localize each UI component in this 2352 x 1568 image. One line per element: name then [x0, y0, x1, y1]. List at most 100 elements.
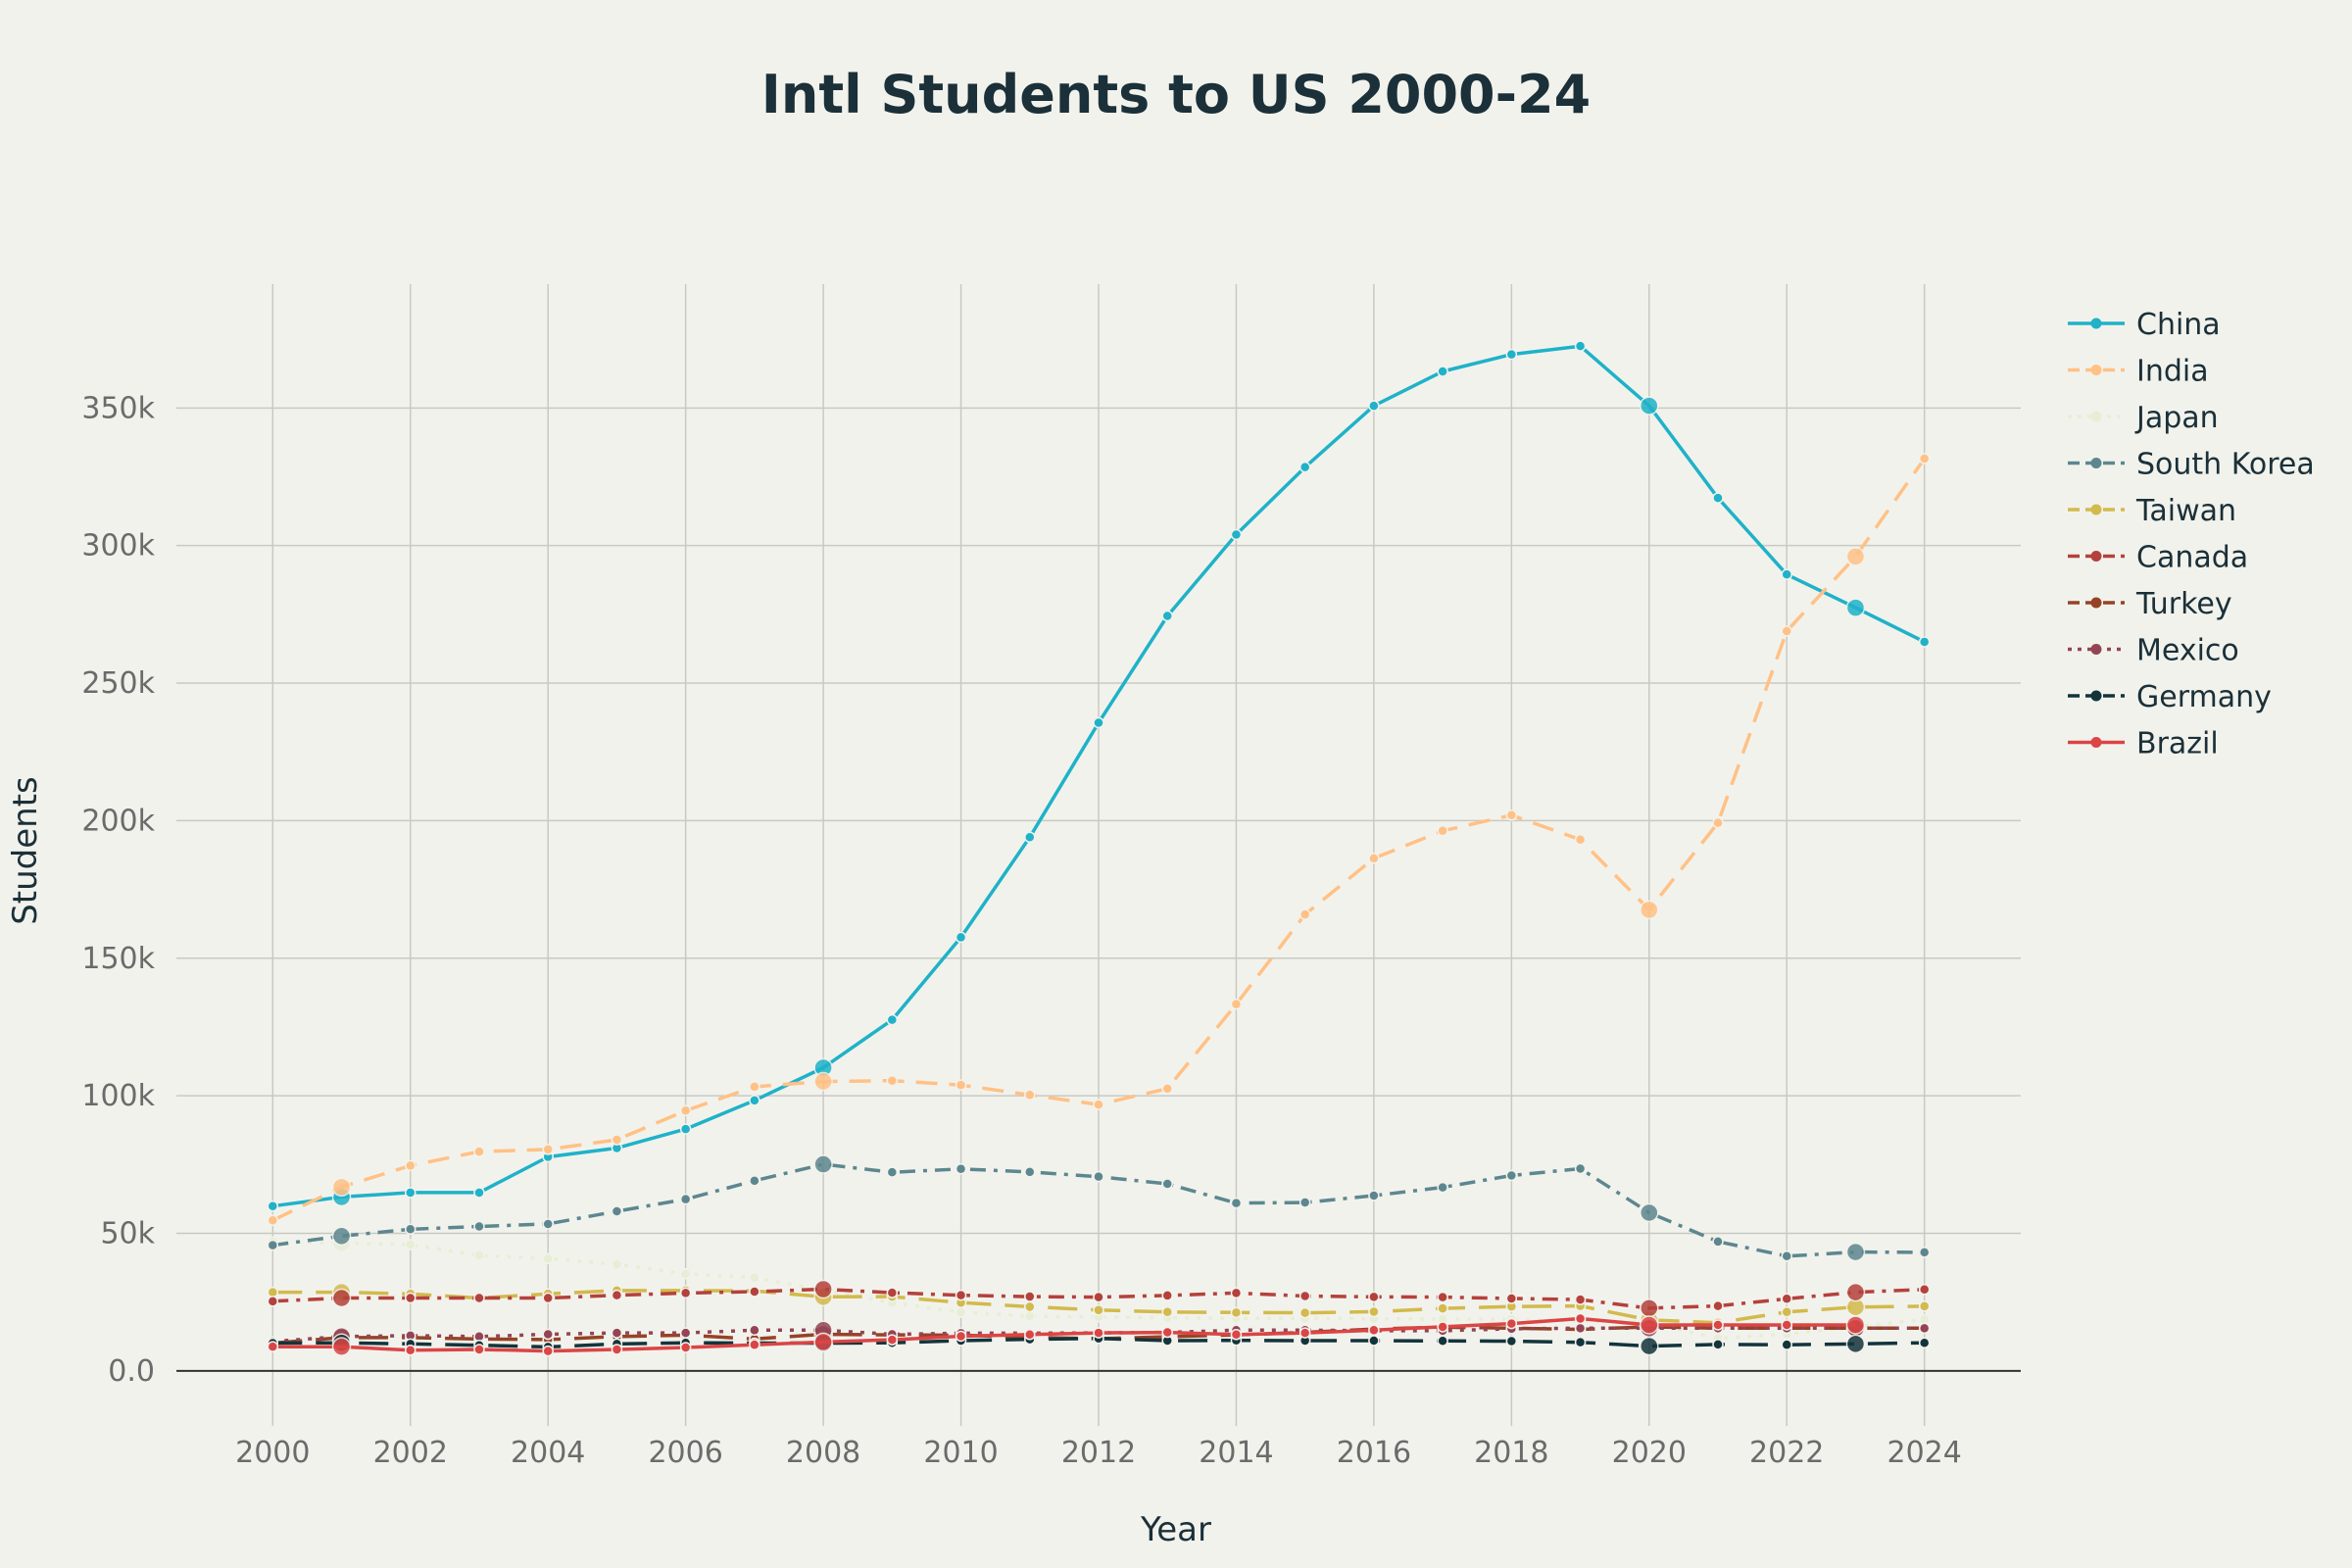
data-point-mexico-2004[interactable] [542, 1328, 554, 1341]
data-point-brazil-2010[interactable] [955, 1330, 967, 1343]
data-point-india-2018[interactable] [1505, 809, 1518, 821]
data-point-canada-2010[interactable] [955, 1289, 967, 1301]
data-point-india-2011[interactable] [1024, 1089, 1036, 1102]
data-point-canada-2003[interactable] [473, 1292, 485, 1304]
data-point-south-korea-2005[interactable] [611, 1205, 623, 1217]
data-point-china-2018[interactable] [1505, 348, 1518, 361]
data-point-brazil-2018[interactable] [1505, 1317, 1518, 1330]
data-point-india-2010[interactable] [955, 1079, 967, 1091]
data-point-canada-2024[interactable] [1918, 1284, 1931, 1296]
data-point-china-2015[interactable] [1298, 461, 1311, 473]
data-point-brazil-2001[interactable] [331, 1337, 352, 1356]
data-point-india-2021[interactable] [1712, 816, 1724, 829]
data-point-brazil-2012[interactable] [1093, 1327, 1104, 1339]
data-point-china-2002[interactable] [405, 1187, 416, 1199]
data-point-india-2003[interactable] [473, 1146, 485, 1157]
data-point-china-2021[interactable] [1712, 492, 1724, 504]
data-point-brazil-2013[interactable] [1161, 1326, 1173, 1339]
data-point-india-2016[interactable] [1368, 853, 1380, 864]
data-point-canada-2019[interactable] [1574, 1294, 1587, 1305]
data-point-india-2014[interactable] [1230, 998, 1243, 1010]
data-point-brazil-2000[interactable] [267, 1341, 279, 1352]
data-point-india-2009[interactable] [886, 1074, 899, 1087]
data-point-india-2019[interactable] [1574, 834, 1587, 846]
data-point-brazil-2008[interactable] [813, 1332, 833, 1352]
data-point-canada-2001[interactable] [331, 1288, 352, 1308]
data-point-mexico-2024[interactable] [1918, 1322, 1931, 1335]
data-point-canada-2005[interactable] [611, 1289, 623, 1301]
data-point-south-korea-2003[interactable] [473, 1220, 485, 1233]
data-point-south-korea-2013[interactable] [1161, 1178, 1173, 1190]
data-point-canada-2018[interactable] [1505, 1293, 1518, 1304]
data-point-india-2023[interactable] [1845, 547, 1866, 566]
data-point-japan-2005[interactable] [611, 1258, 623, 1270]
legend-item-brazil[interactable]: Brazil [2068, 727, 2219, 761]
data-point-south-korea-2014[interactable] [1230, 1197, 1243, 1209]
data-point-taiwan-2022[interactable] [1781, 1306, 1792, 1318]
legend[interactable]: China India Japan South Korea Taiwan Canada Tu… [2068, 308, 2315, 761]
data-point-south-korea-2015[interactable] [1298, 1197, 1311, 1208]
data-point-brazil-2006[interactable] [679, 1342, 692, 1353]
data-point-canada-2014[interactable] [1230, 1287, 1243, 1299]
data-point-taiwan-2000[interactable] [267, 1286, 279, 1298]
data-point-mexico-2006[interactable] [679, 1327, 692, 1339]
data-point-china-2023[interactable] [1845, 598, 1866, 617]
data-point-taiwan-2015[interactable] [1298, 1306, 1311, 1319]
data-point-brazil-2016[interactable] [1368, 1324, 1380, 1337]
data-point-brazil-2003[interactable] [473, 1344, 485, 1355]
data-point-brazil-2015[interactable] [1298, 1327, 1311, 1339]
data-point-china-2007[interactable] [749, 1095, 760, 1106]
data-point-canada-2011[interactable] [1024, 1291, 1036, 1302]
data-point-canada-2009[interactable] [886, 1287, 899, 1298]
data-point-mexico-2007[interactable] [749, 1324, 760, 1337]
data-point-india-2004[interactable] [542, 1144, 554, 1155]
data-point-germany-2024[interactable] [1918, 1337, 1931, 1348]
data-point-south-korea-2008[interactable] [813, 1154, 833, 1174]
data-point-canada-2002[interactable] [405, 1292, 416, 1304]
data-point-south-korea-2021[interactable] [1712, 1236, 1724, 1248]
legend-item-mexico[interactable]: Mexico [2068, 634, 2239, 668]
data-point-brazil-2002[interactable] [405, 1345, 416, 1356]
data-point-canada-2013[interactable] [1161, 1290, 1173, 1301]
data-point-germany-2021[interactable] [1712, 1339, 1724, 1350]
data-point-canada-2017[interactable] [1437, 1291, 1448, 1303]
data-point-south-korea-2017[interactable] [1437, 1181, 1448, 1194]
data-point-germany-2019[interactable] [1574, 1336, 1587, 1348]
data-point-china-2017[interactable] [1437, 366, 1448, 377]
data-point-south-korea-2002[interactable] [405, 1223, 416, 1236]
data-point-brazil-2011[interactable] [1024, 1329, 1036, 1341]
data-point-japan-2007[interactable] [749, 1271, 760, 1284]
legend-item-south-korea[interactable]: South Korea [2068, 448, 2315, 482]
data-point-canada-2000[interactable] [267, 1296, 279, 1307]
data-point-taiwan-2017[interactable] [1437, 1302, 1448, 1314]
data-point-canada-2021[interactable] [1712, 1299, 1724, 1312]
data-point-canada-2016[interactable] [1368, 1291, 1380, 1303]
data-point-brazil-2022[interactable] [1781, 1319, 1792, 1331]
data-point-south-korea-2011[interactable] [1024, 1166, 1036, 1178]
data-point-south-korea-2010[interactable] [955, 1163, 967, 1175]
data-point-south-korea-2000[interactable] [267, 1239, 279, 1251]
data-point-mexico-2019[interactable] [1574, 1322, 1587, 1335]
data-point-india-2000[interactable] [267, 1214, 279, 1227]
data-point-south-korea-2006[interactable] [679, 1193, 692, 1205]
data-point-germany-2022[interactable] [1781, 1339, 1792, 1350]
data-point-japan-2002[interactable] [405, 1239, 416, 1250]
data-point-canada-2006[interactable] [679, 1287, 692, 1299]
data-point-china-2006[interactable] [679, 1123, 692, 1135]
data-point-south-korea-2024[interactable] [1918, 1247, 1931, 1258]
data-point-china-2016[interactable] [1368, 400, 1380, 412]
data-point-brazil-2005[interactable] [611, 1344, 623, 1355]
data-point-taiwan-2024[interactable] [1918, 1300, 1931, 1312]
data-point-taiwan-2012[interactable] [1093, 1304, 1104, 1316]
data-point-germany-2017[interactable] [1437, 1335, 1448, 1348]
data-point-canada-2023[interactable] [1845, 1282, 1866, 1302]
data-point-brazil-2023[interactable] [1845, 1315, 1866, 1335]
data-point-japan-2006[interactable] [679, 1268, 692, 1280]
data-point-brazil-2004[interactable] [542, 1345, 554, 1357]
data-point-india-2008[interactable] [813, 1071, 833, 1092]
data-point-south-korea-2012[interactable] [1093, 1170, 1104, 1183]
data-point-brazil-2021[interactable] [1712, 1319, 1724, 1331]
data-point-brazil-2007[interactable] [749, 1339, 760, 1350]
data-point-india-2020[interactable] [1640, 900, 1659, 920]
data-point-india-2024[interactable] [1918, 453, 1931, 465]
